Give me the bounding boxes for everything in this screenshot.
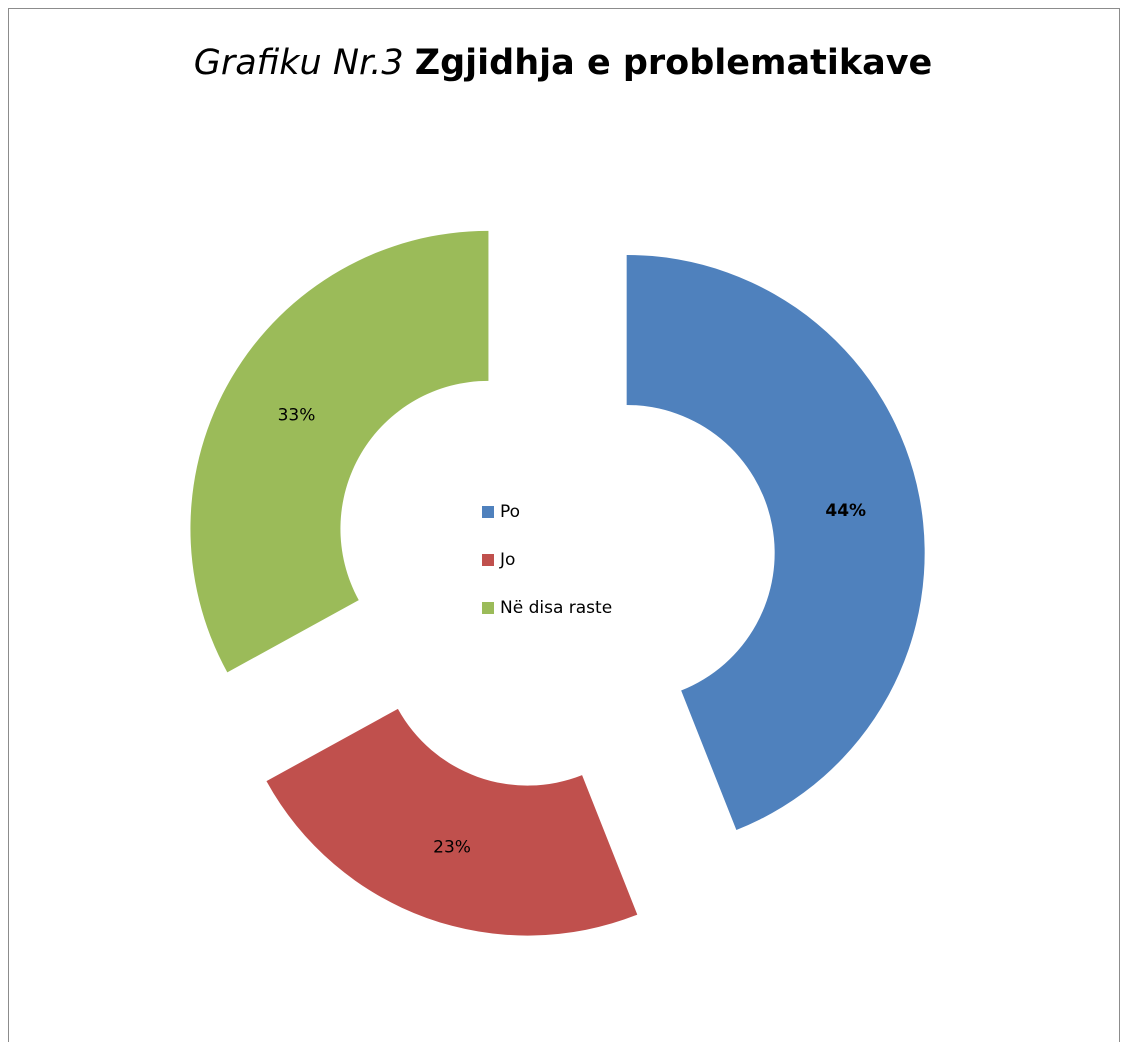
data-label: 23% [433,837,471,857]
donut-slice [626,254,925,831]
legend-swatch [482,506,494,518]
data-label: 44% [825,501,866,521]
title-italic: Grafiku Nr.3 [194,43,404,83]
chart-title: Grafiku Nr.3 Zgjidhja e problematikave [194,43,933,83]
donut-slice [190,230,489,673]
legend-swatch [482,602,494,614]
data-label: 33% [278,405,316,425]
title-bold: Zgjidhja e problematikave [415,43,933,83]
legend-label: Po [500,502,520,522]
legend-label: Në disa raste [500,598,612,618]
legend-label: Jo [499,550,515,570]
legend-swatch [482,554,494,566]
donut-slice [266,708,638,936]
